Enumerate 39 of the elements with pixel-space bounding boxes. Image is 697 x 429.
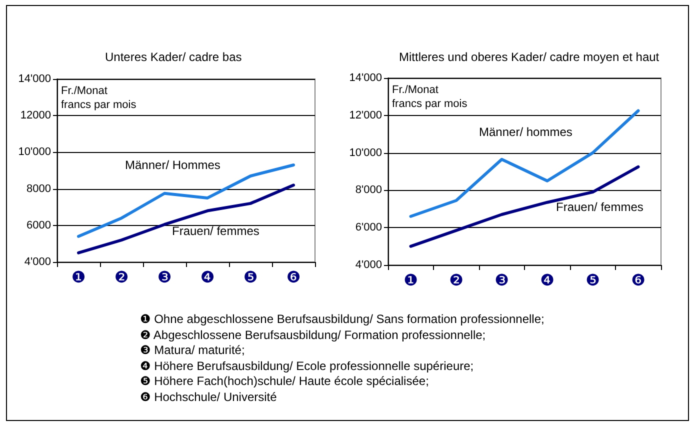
y-axis-title: Fr./Monat francs par mois xyxy=(61,85,137,111)
text: ❹ Höhere Berufsausbildung/ Ecole professionnelle supérieure; xyxy=(140,358,475,374)
series-label: Frauen/ femmes xyxy=(556,200,644,214)
line-series xyxy=(77,184,295,254)
text: ❷ Abgeschlossene Berufsausbildung/ Formation professionnelle; xyxy=(140,328,487,344)
x-tick-label: ❶ xyxy=(404,272,418,290)
x-tick-label: ❶ xyxy=(71,270,86,286)
x-tick-label: ❹ xyxy=(200,270,215,286)
y-tick-label: 12000 xyxy=(20,110,51,122)
y-tick-label: 8000 xyxy=(26,182,51,195)
x-tick-label: ❹ xyxy=(540,272,554,290)
series-label: Männer/ hommes xyxy=(479,125,572,139)
y-tick-label: 14'000 xyxy=(349,72,382,84)
y-tick-label: 10'000 xyxy=(349,146,382,159)
series-label: Frauen/ femmes xyxy=(172,224,260,238)
text: ❶ Ohne abgeschlossene Berufsausbildung/ Sans formation professionnelle; xyxy=(140,312,544,328)
y-axis-title: Fr./Monat francs par mois xyxy=(392,84,468,110)
y-tick-label: 6000 xyxy=(26,219,51,232)
series-label: Männer/ Hommes xyxy=(125,158,220,172)
x-tick-label: ❻ xyxy=(286,270,301,286)
text: ❻ Hochschule/ Université xyxy=(140,390,278,406)
x-tick-label: ❺ xyxy=(586,272,600,290)
y-tick-label: 14'000 xyxy=(18,73,51,85)
chart-title: Mittleres und oberes Kader/ cadre moyen et haut xyxy=(399,50,660,64)
x-tick-label: ❻ xyxy=(631,272,646,290)
x-tick-label: ❸ xyxy=(494,272,509,290)
y-tick-label: 4'000 xyxy=(355,259,382,271)
y-tick-label: 10'000 xyxy=(18,146,51,158)
y-tick-label: 6'000 xyxy=(355,222,382,234)
x-tick-label: ❸ xyxy=(157,270,172,286)
x-tick-label: ❷ xyxy=(114,270,129,286)
y-tick-label: 8'000 xyxy=(355,184,382,196)
x-tick-label: ❺ xyxy=(243,270,258,286)
chart-title: Unteres Kader/ cadre bas xyxy=(105,50,242,64)
y-tick-label: 4'000 xyxy=(24,256,51,268)
text: ❸ Matura/ maturité; xyxy=(140,343,246,359)
y-tick-label: 12'000 xyxy=(349,109,382,122)
text: ❺ Höhere Fach(hoch)schule/ Haute école spécialisée; xyxy=(140,374,430,390)
x-tick-label: ❷ xyxy=(449,272,464,290)
